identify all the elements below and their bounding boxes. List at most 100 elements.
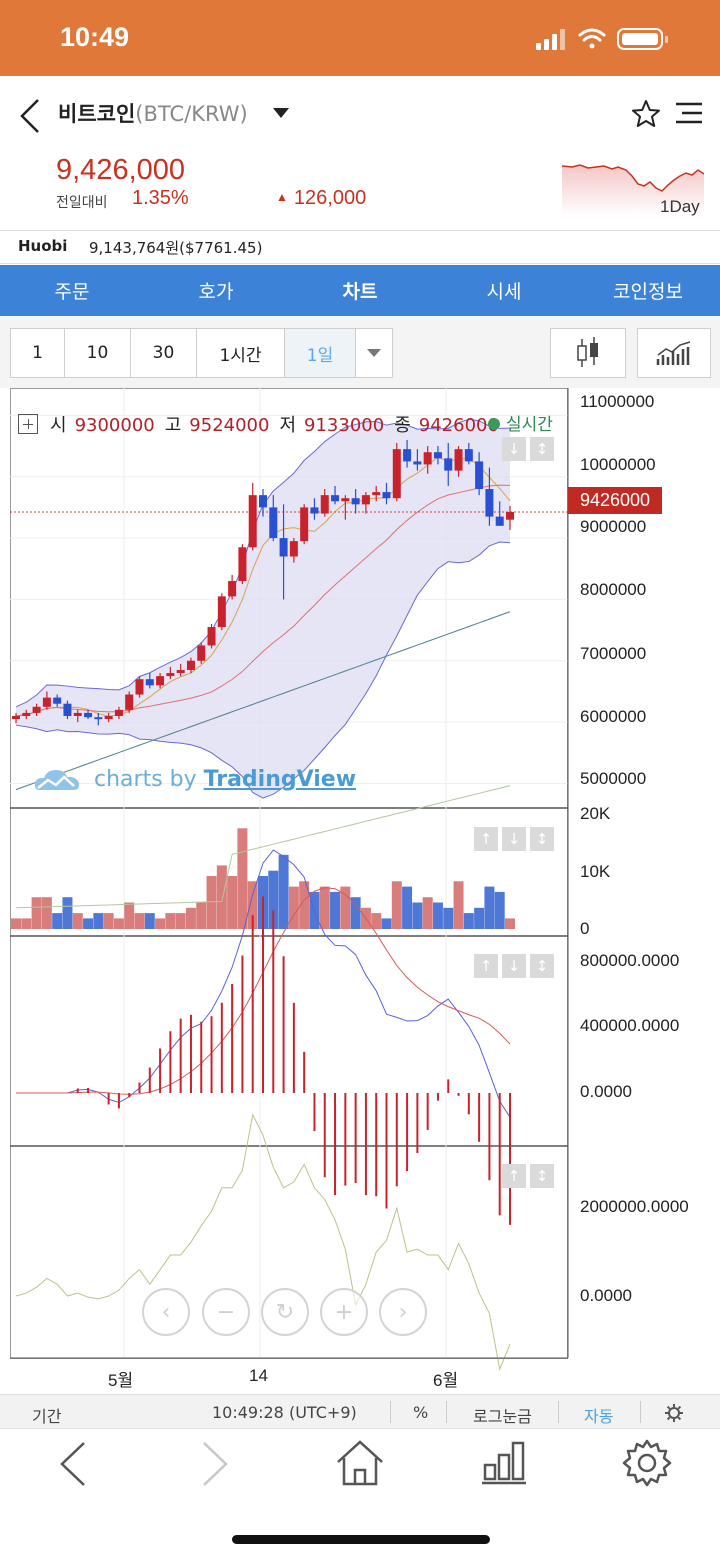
scroll-left-icon[interactable]: ‹: [142, 1288, 190, 1336]
candle-body: [207, 627, 216, 646]
home-indicator: [232, 1535, 490, 1544]
volume-bar: [206, 876, 217, 929]
auto-scale-toggle[interactable]: 자동: [584, 1407, 614, 1426]
candle-body: [166, 673, 175, 677]
oscillator-line: [15, 1113, 511, 1371]
volume-bar: [21, 918, 32, 929]
volume-bar: [144, 913, 155, 929]
volume-bar: [31, 897, 42, 929]
watermark-brand[interactable]: TradingView: [203, 767, 357, 792]
zoom-in-icon[interactable]: +: [320, 1288, 368, 1336]
candle-body: [228, 581, 237, 597]
interval-1h[interactable]: 1시간: [197, 329, 285, 377]
clock-readout[interactable]: 10:49:28 (UTC+9): [212, 1403, 357, 1422]
candle-body: [135, 679, 144, 695]
favorite-star-icon[interactable]: [630, 98, 662, 130]
candle-body: [12, 715, 20, 720]
candle-body: [156, 676, 165, 686]
arrow-down-icon[interactable]: ↓: [502, 954, 526, 978]
candle-body: [475, 461, 484, 490]
arrow-updown-icon[interactable]: ↕: [530, 1164, 554, 1188]
browser-back-icon[interactable]: [54, 1439, 94, 1489]
tab-chart[interactable]: 차트: [342, 281, 378, 303]
candle-body: [217, 596, 226, 628]
candlestick-icon: [577, 337, 598, 367]
bottom-navigation: [0, 1428, 720, 1498]
realtime-label: 실시간: [506, 415, 553, 435]
percent-toggle[interactable]: %: [413, 1403, 429, 1422]
tab-bar: 주문 호가 차트 시세 코인정보: [0, 265, 720, 316]
indicators-button[interactable]: [637, 328, 711, 378]
zoom-out-icon[interactable]: −: [202, 1288, 250, 1336]
settings-gear-icon[interactable]: [622, 1438, 672, 1488]
tab-coin-info[interactable]: 코인정보: [613, 281, 683, 303]
candle-body: [351, 498, 360, 505]
interval-30[interactable]: 30: [131, 329, 197, 377]
arrow-down-icon[interactable]: ↓: [502, 437, 526, 461]
arrow-updown-icon[interactable]: ↕: [530, 437, 554, 461]
arrow-up-icon[interactable]: ↑: [502, 1164, 526, 1188]
menu-icon[interactable]: [674, 100, 704, 126]
candle-body: [22, 712, 31, 716]
candle-body: [53, 697, 62, 704]
candle-body: [84, 712, 93, 718]
volume-bar: [175, 913, 186, 929]
interval-1d[interactable]: 1일: [285, 329, 356, 377]
chevron-down-icon[interactable]: [272, 106, 290, 120]
legend-high-value: 9524000: [189, 415, 270, 436]
volume-bar: [268, 870, 279, 929]
interval-10[interactable]: 10: [65, 329, 131, 377]
volume-bar: [299, 881, 310, 929]
back-chevron-icon[interactable]: [14, 96, 46, 136]
chart-style-button[interactable]: [550, 328, 626, 378]
arrow-updown-icon[interactable]: ↕: [530, 954, 554, 978]
period-button[interactable]: 기간: [32, 1407, 62, 1426]
coin-title[interactable]: 비트코인(BTC/KRW): [58, 98, 248, 128]
y-tick-9000000: 9000000: [580, 517, 647, 536]
candle-body: [94, 717, 103, 720]
reset-icon[interactable]: ↻: [261, 1288, 309, 1336]
sparkline-1day[interactable]: [562, 158, 704, 216]
volume-bar: [124, 902, 135, 929]
arrow-up-icon[interactable]: ↑: [474, 827, 498, 851]
volume-bar: [391, 881, 402, 929]
arrow-down-icon[interactable]: ↓: [502, 827, 526, 851]
candle-body: [320, 495, 329, 514]
x-tick-14: 14: [249, 1366, 268, 1385]
settings-gear-icon[interactable]: [664, 1403, 684, 1423]
vol-tick-20k: 20K: [580, 804, 611, 823]
arrow-updown-icon[interactable]: ↕: [530, 827, 554, 851]
y-tick-8000000: 8000000: [580, 580, 647, 599]
candle-body: [382, 492, 391, 499]
tradingview-watermark[interactable]: charts by TradingView: [34, 766, 356, 792]
home-icon[interactable]: [334, 1438, 386, 1488]
legend-high-key: 고: [164, 415, 182, 436]
status-icons: [536, 28, 668, 50]
y-tick-10000000: 10000000: [580, 455, 656, 474]
volume-bar: [443, 907, 454, 929]
watermark-prefix: charts by: [94, 767, 204, 792]
log-scale-toggle[interactable]: 로그눈금: [473, 1407, 532, 1426]
volume-bar: [113, 918, 124, 929]
chart-canvas[interactable]: [10, 388, 710, 1394]
ma-long-line: [15, 611, 511, 791]
tab-order[interactable]: 주문: [54, 281, 90, 303]
legend-expand-icon[interactable]: [18, 414, 38, 434]
tab-orderbook[interactable]: 호가: [198, 281, 234, 303]
interval-more[interactable]: [356, 329, 392, 377]
volume-bar: [350, 897, 361, 929]
volume-bar: [155, 918, 166, 929]
volume-bar: [93, 913, 104, 929]
scroll-right-icon[interactable]: ›: [379, 1288, 427, 1336]
volume-bar: [371, 913, 382, 929]
footer-divider: [558, 1401, 559, 1423]
volume-bar: [216, 865, 227, 929]
tab-market[interactable]: 시세: [486, 281, 522, 303]
chart-area[interactable]: [10, 388, 710, 1394]
legend-close-value: 9426000: [418, 415, 499, 436]
bollinger-band-fill: [16, 419, 510, 799]
interval-1[interactable]: 1: [11, 329, 65, 377]
bar-chart-icon[interactable]: [480, 1439, 528, 1487]
arrow-up-icon[interactable]: ↑: [474, 954, 498, 978]
browser-forward-icon[interactable]: [194, 1439, 234, 1489]
